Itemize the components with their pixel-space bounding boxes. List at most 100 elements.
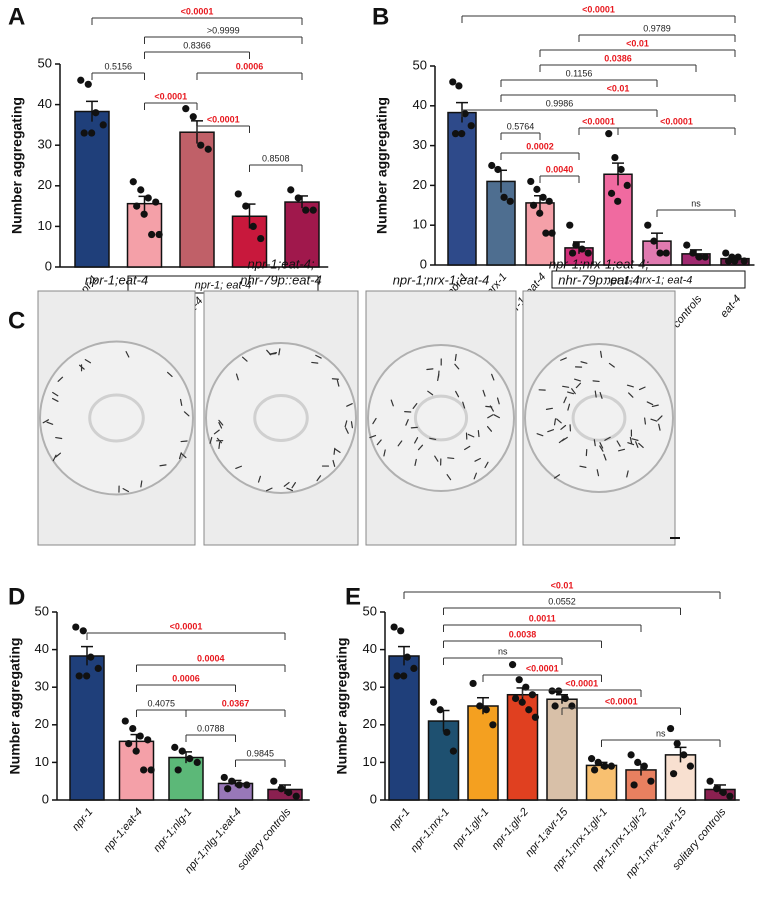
p-value: <0.0001: [170, 621, 203, 631]
worm: [608, 362, 615, 368]
worm: [57, 376, 64, 382]
worm: [560, 357, 567, 361]
p-value: 0.0004: [197, 653, 225, 663]
data-point: [522, 683, 530, 691]
worm: [46, 421, 54, 425]
y-tick-label: 0: [45, 258, 52, 273]
p-value: 0.0552: [548, 596, 576, 606]
data-point: [525, 706, 533, 714]
worm: [159, 464, 167, 467]
p-value: <0.01: [551, 580, 574, 590]
p-value: <0.0001: [582, 4, 615, 14]
worm: [429, 437, 437, 441]
group-box: [551, 270, 746, 289]
worm: [266, 349, 272, 356]
group-label: npr-1; eat-4: [195, 279, 252, 291]
x-tick-label: npr-1: [387, 806, 413, 833]
data-point: [680, 751, 688, 759]
worm: [545, 407, 553, 410]
p-value: 0.0367: [222, 698, 250, 708]
data-point: [292, 792, 300, 800]
y-tick-label: 40: [38, 96, 52, 111]
worm: [454, 353, 457, 362]
p-value: <0.0001: [207, 114, 240, 124]
data-point: [152, 198, 160, 206]
worm: [414, 458, 417, 466]
y-tick-label: 30: [38, 137, 52, 152]
data-point: [186, 755, 194, 763]
y-tick-label: 20: [35, 716, 49, 731]
worm: [638, 442, 644, 449]
data-point: [614, 197, 622, 205]
x-tick-label: npr-1;glr-1: [450, 806, 492, 852]
worm: [593, 439, 596, 447]
data-point: [695, 253, 703, 261]
worm: [563, 396, 567, 404]
data-point: [88, 129, 96, 137]
p-value: <0.01: [626, 38, 649, 48]
data-point: [627, 751, 635, 759]
data-point: [84, 80, 92, 88]
data-point: [129, 178, 137, 186]
p-value: <0.0001: [565, 678, 598, 688]
data-point: [294, 194, 302, 202]
data-point: [740, 257, 748, 265]
panel-label: B: [372, 3, 389, 30]
worm: [316, 475, 322, 482]
data-point: [623, 181, 631, 189]
worm: [558, 438, 565, 444]
data-point: [489, 721, 497, 729]
worm: [567, 391, 575, 395]
data-point: [644, 221, 652, 229]
worm: [265, 487, 273, 492]
data-point: [607, 762, 616, 770]
worm: [315, 354, 322, 359]
worm: [52, 397, 59, 402]
p-value: 0.0006: [236, 61, 264, 71]
data-point: [662, 249, 670, 257]
worm: [600, 350, 603, 358]
data-point: [591, 766, 599, 774]
data-point: [235, 781, 243, 789]
data-point: [494, 165, 502, 174]
data-point: [667, 724, 675, 733]
p-value: 0.9986: [546, 98, 574, 108]
image-caption: npr-1;eat-4;: [248, 256, 315, 271]
data-point: [578, 245, 586, 253]
data-point: [545, 197, 553, 205]
image-caption: npr-1;nrx-1;eat-4: [393, 272, 490, 287]
image-caption: npr-1;eat-4: [85, 272, 148, 287]
data-point: [561, 694, 569, 703]
worm: [644, 417, 647, 425]
y-tick-label: 30: [413, 137, 427, 152]
worm: [218, 419, 224, 426]
worm: [257, 475, 262, 483]
dish-texture: [253, 394, 309, 442]
data-point: [400, 672, 408, 680]
bar: [427, 720, 460, 801]
worm: [369, 434, 377, 439]
data-point: [551, 702, 559, 710]
data-point: [536, 209, 544, 217]
p-value: <0.0001: [660, 116, 693, 126]
p-value: ns: [656, 728, 666, 738]
worm: [427, 390, 434, 396]
worm: [626, 384, 634, 388]
data-point: [584, 249, 592, 257]
worm: [562, 385, 570, 388]
data-point: [650, 237, 658, 245]
worm: [286, 487, 293, 492]
data-point: [722, 249, 730, 257]
worm: [547, 429, 555, 433]
data-point: [277, 785, 285, 793]
data-point: [72, 623, 80, 631]
p-value: ns: [691, 198, 701, 208]
data-point: [455, 82, 463, 90]
data-point: [611, 153, 619, 162]
data-point: [148, 230, 156, 239]
y-tick-label: 50: [363, 603, 377, 618]
data-point: [249, 222, 257, 230]
worm: [346, 403, 353, 407]
x-tick-label: solitary controls: [235, 806, 294, 873]
data-point: [140, 766, 148, 774]
